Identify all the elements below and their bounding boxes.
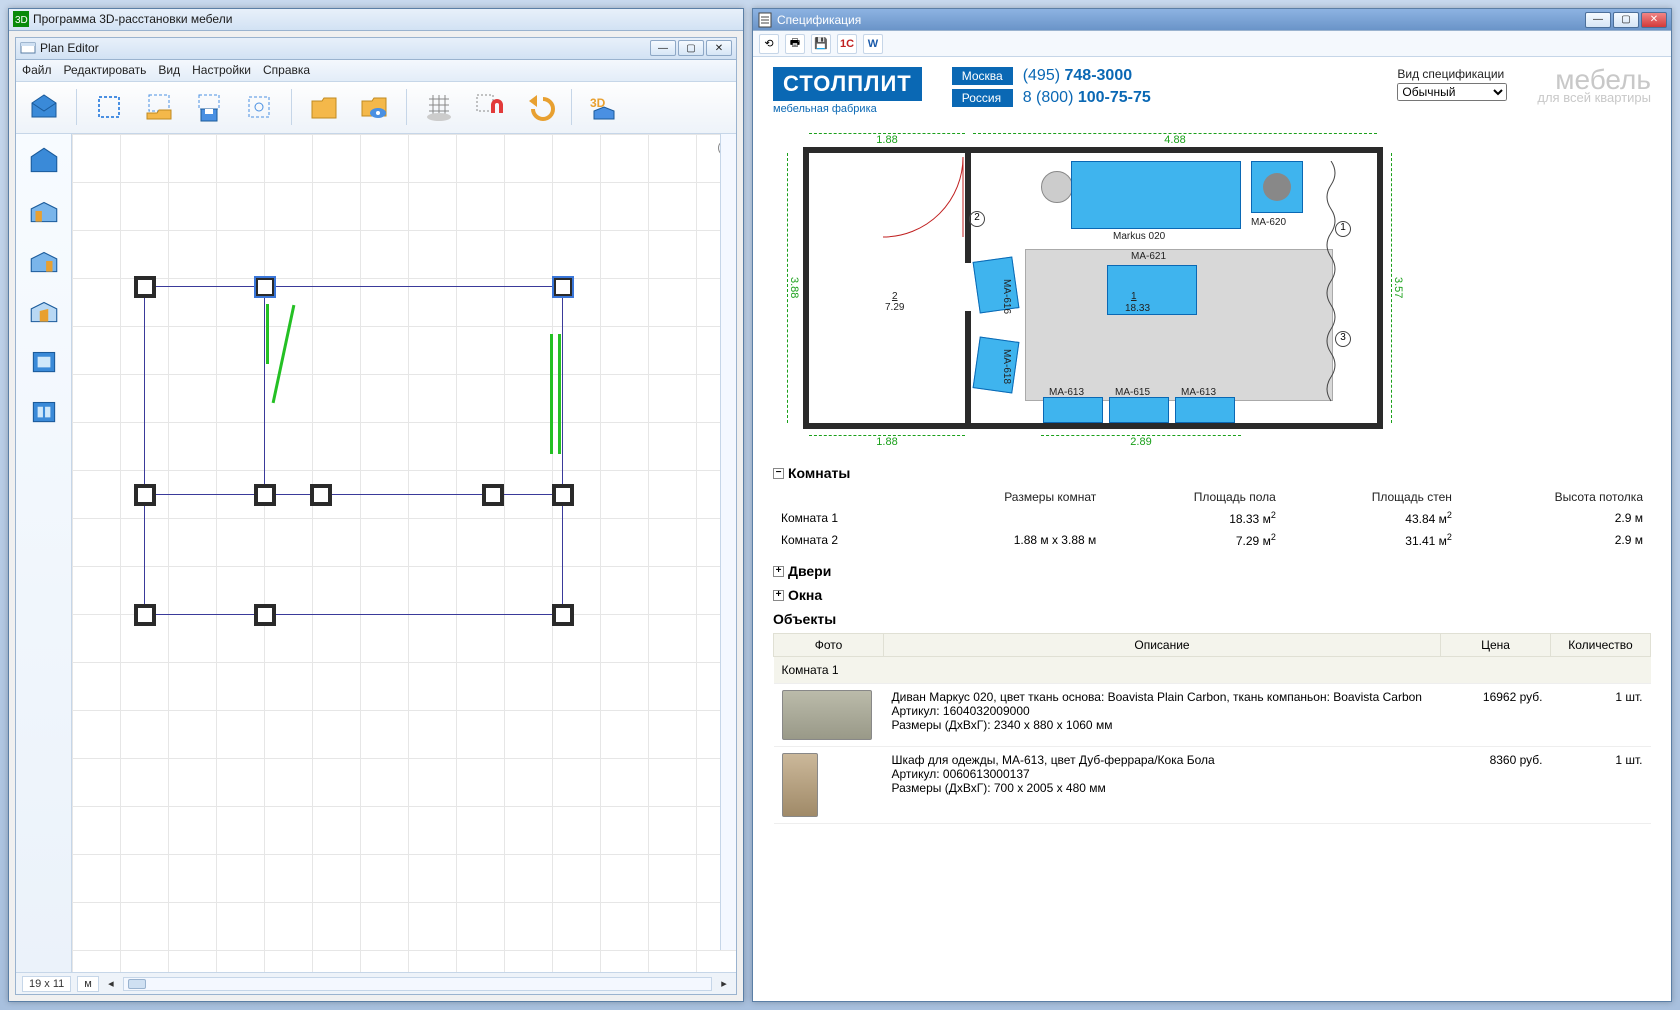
editor-icon <box>20 40 36 56</box>
palette-door[interactable] <box>23 290 65 332</box>
spec-view-select[interactable]: Обычный <box>1397 83 1507 101</box>
app-icon: 3D <box>13 11 29 27</box>
tool-save-room[interactable] <box>189 87 229 127</box>
spec-window: Спецификация — ▢ ✕ ⟲ 🖶 💾 1C W СТОЛПЛИТ м… <box>752 8 1672 1002</box>
menu-help[interactable]: Справка <box>263 63 310 77</box>
spec-toolbar: ⟲ 🖶 💾 1C W <box>753 31 1671 57</box>
tool-undo[interactable] <box>519 87 559 127</box>
palette-room-b[interactable] <box>23 240 65 282</box>
toolbar-main: 3D <box>16 82 736 134</box>
titlebar-main[interactable]: 3D Программа 3D-расстановки мебели <box>9 9 743 31</box>
spec-body[interactable]: СТОЛПЛИТ мебельная фабрика Москва (495) … <box>753 57 1671 1001</box>
palette-window[interactable] <box>23 340 65 382</box>
maximize-button[interactable]: ▢ <box>678 40 704 56</box>
table-row: Диван Маркус 020, цвет ткань основа: Boa… <box>774 684 1651 747</box>
palette-wall[interactable] <box>23 140 65 182</box>
palette-column[interactable] <box>23 390 65 432</box>
tool-palette <box>16 134 72 972</box>
tag-country: Россия <box>952 89 1013 107</box>
tool-open-file[interactable] <box>304 87 344 127</box>
phone-city: (495) 748-3000 <box>1023 67 1151 85</box>
tool-snap-magnet[interactable] <box>469 87 509 127</box>
toggle-rooms[interactable]: − <box>773 468 784 479</box>
titlebar-child[interactable]: Plan Editor — ▢ ✕ <box>16 38 736 60</box>
menu-settings[interactable]: Настройки <box>192 63 251 77</box>
spec-minimize-button[interactable]: — <box>1585 12 1611 28</box>
floorplan-diagram: 1.88 4.88 Markus 020 MA-620 MA-616 MA-61… <box>773 131 1651 451</box>
menu-view[interactable]: Вид <box>158 63 180 77</box>
brand-logo: СТОЛПЛИТ <box>773 67 922 101</box>
app-window-main: 3D Программа 3D-расстановки мебели Plan … <box>8 8 744 1002</box>
spec-header: СТОЛПЛИТ мебельная фабрика Москва (495) … <box>753 57 1671 125</box>
refresh-icon[interactable]: ⟲ <box>759 34 779 54</box>
canvas-grid <box>72 134 736 972</box>
tool-room-outline[interactable] <box>89 87 129 127</box>
toggle-windows[interactable]: + <box>773 590 784 601</box>
menu-file[interactable]: Файл <box>22 63 52 77</box>
save-icon[interactable]: 💾 <box>811 34 831 54</box>
section-rooms: − Комнаты <box>753 461 1671 485</box>
horizontal-scrollbar[interactable] <box>123 977 712 991</box>
child-title: Plan Editor <box>40 41 650 55</box>
tool-dimensions[interactable] <box>239 87 279 127</box>
status-unit: м <box>77 976 99 992</box>
tool-3d-view[interactable]: 3D <box>584 87 624 127</box>
table-row: Комната 1 <box>774 657 1651 684</box>
editor-body: 🔍 <box>16 134 736 972</box>
spec-title: Спецификация <box>777 13 1585 27</box>
titlebar-spec[interactable]: Спецификация — ▢ ✕ <box>753 9 1671 31</box>
tool-new-plan[interactable] <box>24 87 64 127</box>
spec-view-selector: Вид спецификации Обычный <box>1397 67 1507 101</box>
export-word-icon[interactable]: W <box>863 34 883 54</box>
svg-text:3D: 3D <box>15 15 28 26</box>
rooms-table: Размеры комнат Площадь пола Площадь стен… <box>773 487 1651 551</box>
spec-icon <box>757 12 773 28</box>
contact-block: Москва (495) 748-3000 Россия 8 (800) 100… <box>952 67 1151 107</box>
scroll-left-button[interactable]: ◂ <box>105 977 117 990</box>
section-windows: + Окна <box>753 583 1671 607</box>
status-coord: 19 x 11 <box>22 976 71 992</box>
minimize-button[interactable]: — <box>650 40 676 56</box>
objects-table: Фото Описание Цена Количество Комната 1 … <box>773 633 1651 824</box>
palette-room-a[interactable] <box>23 190 65 232</box>
section-objects: Объекты <box>753 607 1671 631</box>
child-window-plan-editor: Plan Editor — ▢ ✕ Файл Редактировать Вид… <box>15 37 737 995</box>
phone-free: 8 (800) 100-75-75 <box>1023 89 1151 107</box>
brand-slogan: мебель для всей квартиры <box>1537 67 1651 104</box>
table-row: Комната 2 1.88 м x 3.88 м 7.29 м2 31.41 … <box>773 529 1651 551</box>
tool-grid[interactable] <box>419 87 459 127</box>
menu-edit[interactable]: Редактировать <box>64 63 147 77</box>
tag-city: Москва <box>952 67 1013 85</box>
tool-open-room[interactable] <box>139 87 179 127</box>
menubar: Файл Редактировать Вид Настройки Справка <box>16 60 736 82</box>
table-row: Комната 1 18.33 м2 43.84 м2 2.9 м <box>773 507 1651 529</box>
export-1c-icon[interactable]: 1C <box>837 34 857 54</box>
scroll-right-button[interactable]: ▸ <box>718 977 730 990</box>
toggle-doors[interactable]: + <box>773 566 784 577</box>
spec-close-button[interactable]: ✕ <box>1641 12 1667 28</box>
spec-view-label: Вид спецификации <box>1397 67 1507 81</box>
object-thumbnail <box>782 690 872 740</box>
spec-maximize-button[interactable]: ▢ <box>1613 12 1639 28</box>
close-button[interactable]: ✕ <box>706 40 732 56</box>
statusbar: 19 x 11 м ◂ ▸ <box>16 972 736 994</box>
canvas[interactable]: 🔍 <box>72 134 736 972</box>
brand-tagline: мебельная фабрика <box>773 103 877 115</box>
app-title: Программа 3D-расстановки мебели <box>33 12 739 26</box>
section-doors: + Двери <box>753 559 1671 583</box>
tool-preview[interactable] <box>354 87 394 127</box>
object-thumbnail <box>782 753 818 817</box>
print-icon[interactable]: 🖶 <box>785 34 805 54</box>
vertical-scrollbar[interactable] <box>720 134 736 950</box>
table-row: Шкаф для одежды, МА-613, цвет Дуб-феррар… <box>774 747 1651 824</box>
